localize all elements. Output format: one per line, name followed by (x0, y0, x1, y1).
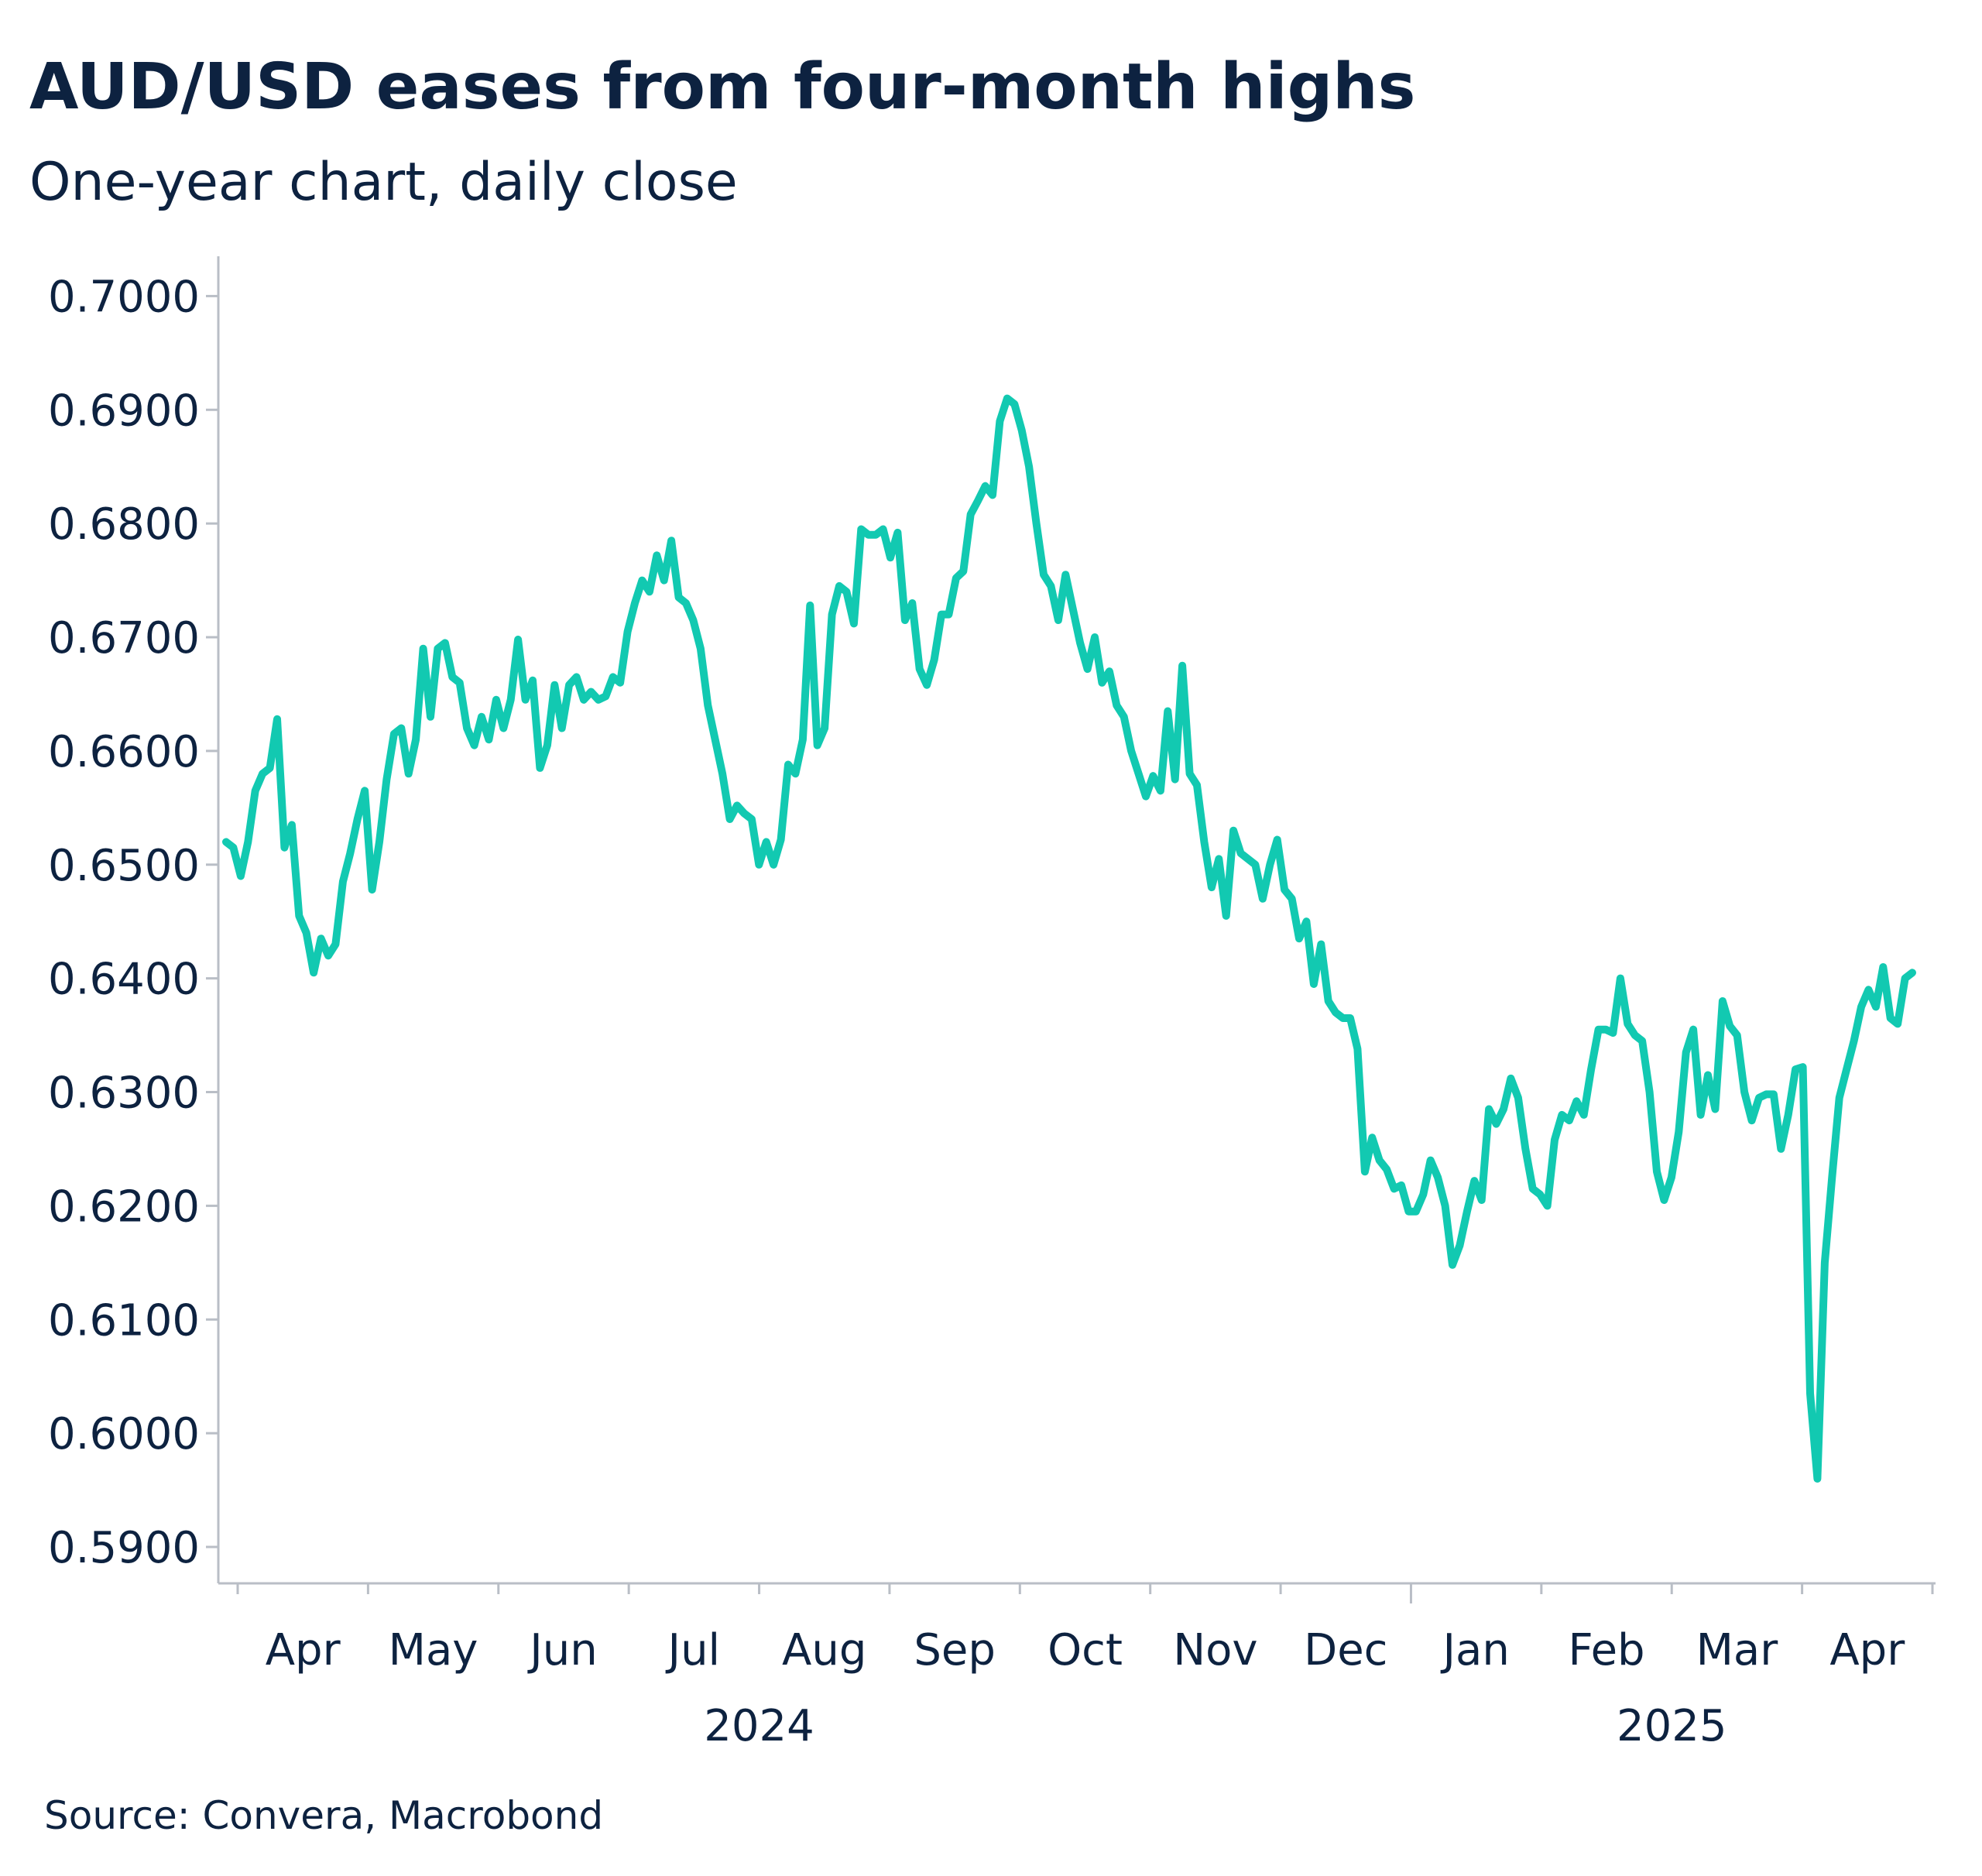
x-tick-label: Feb (1568, 1625, 1644, 1675)
y-tick-label: 0.6100 (48, 1295, 200, 1346)
y-tick-label: 0.7000 (48, 272, 200, 322)
y-tick-label: 0.5900 (48, 1523, 200, 1573)
y-tick-label: 0.6000 (48, 1409, 200, 1459)
year-label: 2024 (704, 1701, 814, 1751)
y-tick-label: 0.6200 (48, 1182, 200, 1232)
x-tick-label: Jun (527, 1625, 598, 1675)
y-tick-label: 0.6500 (48, 841, 200, 891)
x-tick-label: Oct (1048, 1625, 1123, 1675)
x-tick-label: May (389, 1625, 478, 1675)
x-tick-label: Aug (782, 1625, 866, 1675)
x-tick-label: Mar (1696, 1625, 1779, 1675)
x-tick-label: Nov (1173, 1625, 1257, 1675)
y-tick-label: 0.6900 (48, 386, 200, 436)
x-tick-label: Jul (666, 1625, 721, 1675)
y-tick-label: 0.6600 (48, 727, 200, 777)
y-tick-label: 0.6700 (48, 613, 200, 664)
x-tick-label: Jan (1440, 1625, 1509, 1675)
chart-title: AUD/USD eases from four-month highs (29, 50, 1415, 124)
y-tick-label: 0.6800 (48, 499, 200, 550)
x-tick-label: Apr (266, 1625, 341, 1675)
x-tick-label: Sep (914, 1625, 996, 1675)
data-line (222, 394, 1916, 1483)
x-tick-label: Dec (1304, 1625, 1387, 1675)
y-tick-label: 0.6300 (48, 1068, 200, 1119)
chart-subtitle: One-year chart, daily close (29, 152, 738, 213)
y-tick-label: 0.6400 (48, 955, 200, 1005)
x-tick-label: Apr (1829, 1625, 1905, 1675)
source-note: Source: Convera, Macrobond (44, 1793, 603, 1838)
year-label: 2025 (1617, 1701, 1727, 1751)
